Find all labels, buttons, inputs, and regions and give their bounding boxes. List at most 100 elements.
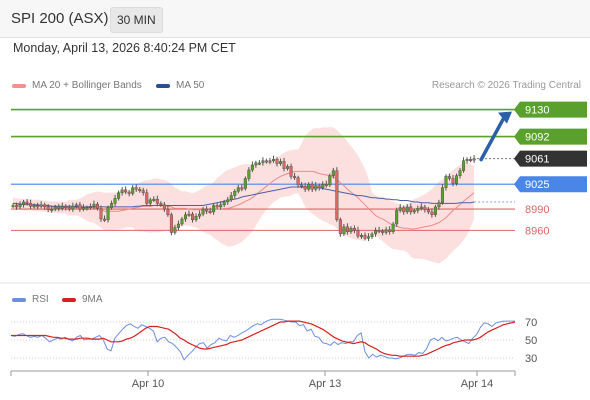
candle-body — [296, 177, 300, 186]
candle-body — [198, 213, 202, 217]
level-label-8960: 8960 — [525, 225, 549, 237]
candle-body — [342, 226, 346, 235]
candle-body — [113, 198, 117, 204]
candle-body — [405, 206, 409, 213]
legend-ma50: MA 50 — [156, 80, 204, 91]
candle-body — [321, 183, 325, 188]
candle-body — [46, 206, 50, 210]
candle-body — [106, 207, 110, 220]
candle-body — [173, 227, 177, 233]
candle-body — [402, 207, 406, 213]
candle-body — [384, 229, 388, 233]
candle-body — [215, 205, 219, 208]
candle-body — [349, 228, 353, 233]
rsi-line — [10, 318, 515, 361]
candle-body — [74, 204, 78, 207]
x-tick-label: Apr 13 — [309, 378, 341, 390]
candle-body — [412, 210, 416, 213]
candle-body — [15, 205, 19, 208]
candle-body — [310, 183, 314, 190]
candle-body — [286, 166, 290, 169]
candle-body — [314, 185, 318, 190]
candle-body — [433, 206, 437, 215]
candle-body — [191, 213, 195, 220]
candle-body — [352, 228, 356, 231]
candle-body — [176, 223, 180, 228]
candle-body — [11, 205, 15, 208]
candle-body — [36, 205, 40, 208]
candle-body — [138, 188, 142, 191]
header-bar: SPI 200 (ASX) 30 MIN — [0, 0, 590, 38]
candle-body — [57, 206, 61, 209]
rsi-tick-label: 30 — [525, 353, 537, 365]
candle-body — [205, 208, 209, 212]
instrument-title: SPI 200 (ASX) — [11, 10, 109, 27]
candle-body — [180, 218, 184, 225]
level-label-9092: 9092 — [525, 132, 549, 144]
level-label-8990: 8990 — [525, 204, 549, 216]
candle-body — [226, 199, 230, 203]
candle-body — [391, 223, 395, 233]
candle-body — [444, 176, 448, 188]
candle-body — [148, 199, 152, 204]
timeframe-button[interactable]: 30 MIN — [110, 7, 163, 33]
candle-body — [243, 178, 247, 189]
candle-body — [264, 160, 268, 163]
forecast-arrow-head — [498, 111, 512, 124]
level-tag-9061 — [514, 150, 587, 167]
candle-body — [345, 226, 349, 233]
candle-body — [465, 159, 469, 162]
level-tag-9130 — [514, 101, 587, 118]
candle-body — [271, 159, 275, 162]
candle-body — [127, 191, 131, 194]
candle-body — [145, 192, 149, 204]
candle-body — [110, 203, 114, 208]
candle-body — [300, 184, 304, 187]
candle-body — [222, 201, 226, 206]
candle-body — [317, 185, 321, 188]
forecast-arrow-shaft — [479, 115, 506, 162]
candle-body — [183, 214, 187, 220]
legend-bollinger-label: MA 20 + Bollinger Bands — [32, 80, 142, 91]
candle-body — [18, 204, 22, 208]
candle-body — [212, 205, 216, 213]
candle-body — [254, 162, 258, 166]
level-label-9061: 9061 — [525, 154, 549, 166]
candle-body — [240, 187, 244, 190]
rsi-swatch — [12, 297, 26, 302]
candle-body — [419, 206, 423, 209]
candle-body — [293, 176, 297, 179]
legend-ma50-label: MA 50 — [176, 80, 205, 91]
candle-body — [99, 208, 103, 220]
legend-rsi: RSI — [12, 294, 49, 305]
candle-body — [328, 175, 332, 186]
candle-body — [95, 203, 99, 209]
candle-body — [219, 204, 223, 208]
candle-body — [81, 207, 85, 210]
rsi-tick-label: 70 — [525, 317, 537, 329]
candle-body — [395, 210, 399, 225]
candle-body — [409, 206, 413, 213]
candle-body — [29, 203, 33, 207]
candle-body — [43, 204, 47, 208]
candle-body — [134, 187, 138, 190]
candle-body — [338, 219, 342, 235]
timestamp: Monday, April 13, 2026 8:40:24 PM CET — [13, 41, 236, 55]
candle-body — [117, 192, 121, 199]
candle-body — [155, 198, 159, 204]
candle-body — [159, 203, 163, 206]
ma50-swatch — [156, 83, 170, 88]
candle-body — [208, 210, 212, 213]
candle-body — [363, 235, 367, 239]
level-tag-9025 — [514, 176, 587, 193]
candle-body — [275, 159, 279, 164]
x-tick-label: Apr 10 — [132, 378, 164, 390]
level-label-9025: 9025 — [525, 179, 549, 191]
legend-rsi-label: RSI — [32, 294, 49, 305]
candle-body — [166, 208, 170, 215]
candle-body — [430, 211, 434, 215]
candle-body — [356, 230, 360, 237]
candle-body — [152, 198, 156, 201]
candle-body — [120, 189, 124, 193]
